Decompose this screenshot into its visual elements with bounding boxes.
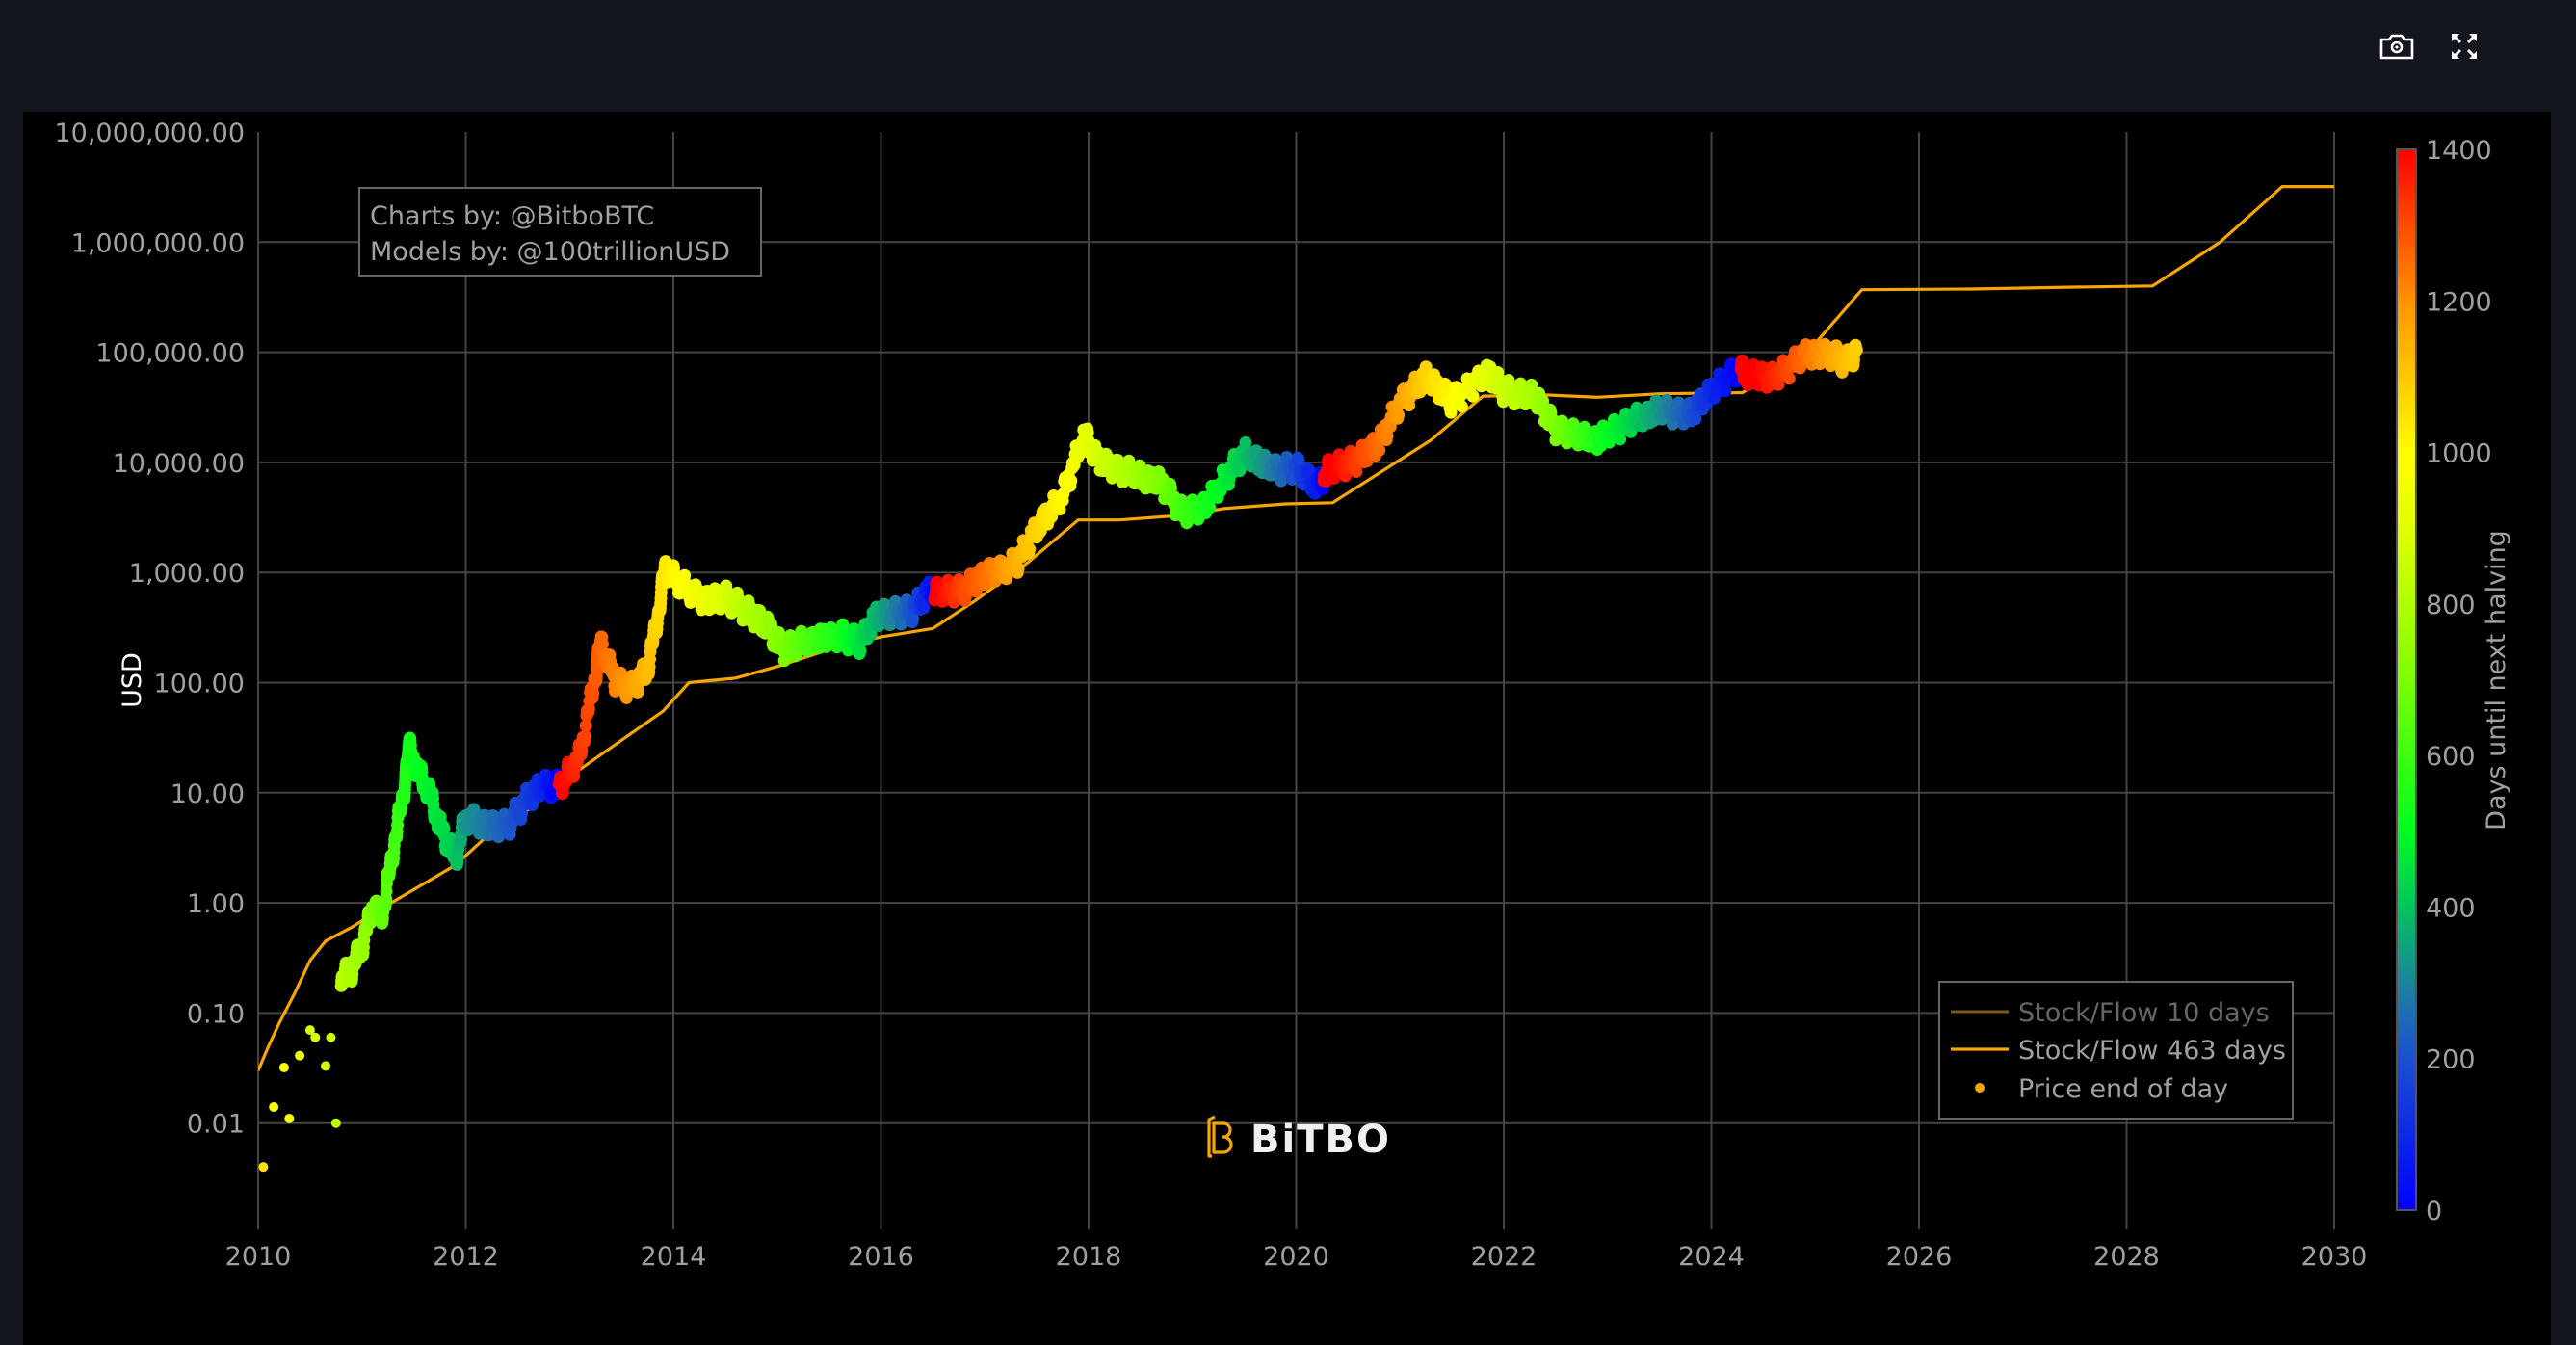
y-tick-label: 100.00 <box>154 670 245 699</box>
colorbar-tick-label: 1400 <box>2426 136 2492 166</box>
x-tick-label: 2030 <box>2301 1242 2368 1272</box>
y-tick-label: 10,000.00 <box>113 449 245 479</box>
price-points <box>258 337 1863 1173</box>
modebar <box>2378 27 2484 66</box>
credits-annotation: Charts by: @BitboBTC Models by: @100tril… <box>358 187 762 277</box>
y-tick-label: 0.01 <box>187 1110 245 1140</box>
bitbo-logo-text: BiTBO <box>1250 1118 1391 1162</box>
y-tick-label: 1.00 <box>187 889 245 919</box>
x-tick-label: 2022 <box>1471 1242 1538 1272</box>
legend: Stock/Flow 10 days Stock/Flow 463 days P… <box>1938 981 2294 1120</box>
annotation-line-1: Charts by: @BitboBTC <box>370 201 654 231</box>
plot-svg[interactable]: 0.01 0.10 1.00 10.00 100.00 1,000.00 10,000.00… <box>23 112 2551 1345</box>
bitbo-logo-icon <box>1207 1115 1233 1158</box>
legend-item-sf10[interactable]: Stock/Flow 10 days <box>1951 998 2270 1028</box>
bitbo-logo: BiTBO <box>1207 1115 1391 1162</box>
y-tick-label: 10.00 <box>171 779 245 809</box>
legend-label-sf10: Stock/Flow 10 days <box>2018 998 2270 1028</box>
x-axis-ticks: 2010 2012 2014 2016 2018 2020 2022 2024 2026 2028… <box>225 1242 2368 1272</box>
x-tick-label: 2016 <box>848 1242 914 1272</box>
y-tick-label: 1,000.00 <box>129 559 245 589</box>
colorbar-tick-label: 1200 <box>2426 287 2492 317</box>
y-tick-label: 1,000,000.00 <box>71 228 245 258</box>
x-tick-label: 2010 <box>225 1242 292 1272</box>
colorbar-tick-label: 200 <box>2426 1045 2476 1075</box>
colorbar-tick-label: 800 <box>2426 591 2476 620</box>
x-tick-label: 2014 <box>641 1242 707 1272</box>
expand-icon <box>2451 33 2478 60</box>
legend-label-sf463: Stock/Flow 463 days <box>2018 1036 2286 1066</box>
x-tick-label: 2018 <box>1056 1242 1122 1272</box>
annotation-line-2: Models by: @100trillionUSD <box>370 237 730 267</box>
y-tick-label: 0.10 <box>187 999 245 1029</box>
colorbar-tick-label: 400 <box>2426 893 2476 923</box>
x-tick-label: 2020 <box>1263 1242 1329 1272</box>
legend-item-price[interactable]: Price end of day <box>1975 1074 2228 1104</box>
x-tick-label: 2012 <box>433 1242 499 1272</box>
chart-panel: 0.01 0.10 1.00 10.00 100.00 1,000.00 10,000.00… <box>23 112 2551 1345</box>
y-tick-label: 100,000.00 <box>95 339 245 369</box>
colorbar-gradient <box>2396 148 2417 1211</box>
legend-label-price: Price end of day <box>2018 1074 2228 1104</box>
legend-item-sf463[interactable]: Stock/Flow 463 days <box>1951 1036 2286 1066</box>
y-tick-label: 10,000,000.00 <box>54 119 245 148</box>
x-tick-label: 2024 <box>1678 1242 1745 1272</box>
colorbar-tick-label: 1000 <box>2426 439 2492 469</box>
colorbar-ticks: 0 200 400 600 800 1000 1200 1400 <box>2426 136 2492 1226</box>
colorbar: 0 200 400 600 800 1000 1200 1400 Days until nex… <box>2396 136 2511 1226</box>
colorbar-title: Days until next halving <box>2482 530 2511 831</box>
y-axis-title: USD <box>118 652 147 708</box>
colorbar-tick-label: 600 <box>2426 742 2476 772</box>
camera-icon <box>2379 34 2414 60</box>
x-tick-label: 2028 <box>2093 1242 2160 1272</box>
x-tick-label: 2026 <box>1886 1242 1953 1272</box>
camera-button[interactable] <box>2378 27 2416 66</box>
y-axis-ticks: 0.01 0.10 1.00 10.00 100.00 1,000.00 10,000.00… <box>54 119 245 1140</box>
fullscreen-button[interactable] <box>2445 27 2484 66</box>
colorbar-tick-label: 0 <box>2426 1197 2442 1226</box>
